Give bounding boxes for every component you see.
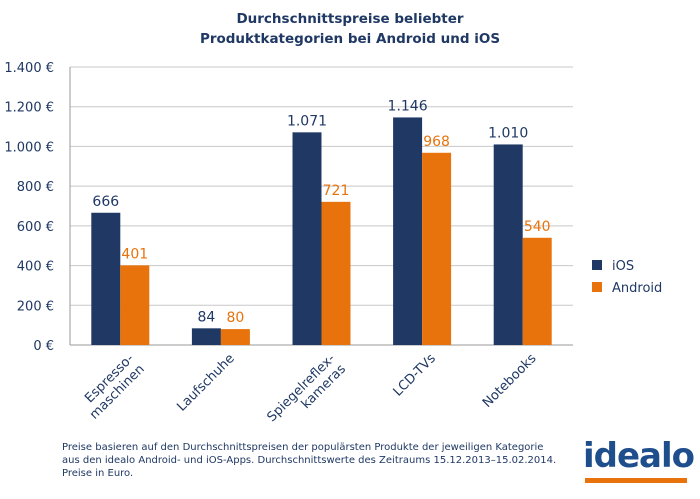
chart-title: Durchschnittspreise beliebter Produktkat…: [0, 9, 700, 49]
bar-android: [220, 329, 250, 345]
data-label: 1.071: [287, 113, 327, 129]
data-label: 84: [197, 309, 215, 325]
data-label: 80: [226, 310, 244, 326]
y-tick-label: 800 €: [17, 180, 54, 195]
idealo-logo: idealo: [583, 436, 695, 476]
logo-underline: [585, 478, 687, 483]
x-tick-label: Espresso-maschinen: [76, 351, 148, 423]
x-tick-label: Laufschuhe: [174, 351, 237, 414]
legend-swatch-ios: [592, 260, 602, 270]
y-tick-label: 1.200 €: [4, 101, 54, 116]
y-tick-label: 0 €: [33, 339, 54, 354]
footnote-line-3: Preise in Euro.: [62, 468, 134, 479]
data-label: 1.146: [388, 98, 428, 114]
y-tick-label: 1.400 €: [4, 61, 54, 76]
bar-ios: [292, 132, 322, 345]
bar-android: [422, 152, 452, 345]
footnote-line-1: Preise basieren auf den Durchschnittspre…: [62, 442, 544, 453]
y-tick-label: 1.000 €: [4, 140, 54, 155]
data-label: 666: [92, 194, 119, 210]
bar-chart: 0 € 200 € 400 € 600 € 800 € 1.000 € 1.200 € 1.4…: [4, 61, 662, 430]
legend-label-android: Android: [612, 281, 662, 296]
bar-ios: [493, 144, 523, 345]
footnote-line-2: aus den idealo Android- und iOS-Apps. Du…: [62, 455, 557, 466]
legend-swatch-android: [592, 282, 602, 292]
data-label: 401: [121, 246, 148, 262]
chart-title-line-2: Produktkategorien bei Android und iOS: [199, 31, 501, 47]
data-label: 721: [323, 183, 350, 199]
bar-android: [321, 201, 351, 345]
footnote: Preise basieren auf den Durchschnittspre…: [62, 441, 582, 480]
bar-android: [120, 265, 150, 345]
data-label: 540: [524, 219, 551, 235]
y-tick-label: 600 €: [17, 220, 54, 235]
x-tick-label: Spiegelreflex-kameras: [265, 351, 350, 430]
legend-label-ios: iOS: [612, 259, 634, 274]
y-tick-label: 400 €: [17, 260, 54, 275]
y-tick-label: 200 €: [17, 299, 54, 314]
x-tick-label: LCD-TVs: [391, 351, 440, 400]
chart-title-line-1: Durchschnittspreise beliebter: [236, 11, 464, 27]
bar-ios: [191, 328, 221, 345]
bar-android: [522, 237, 552, 345]
data-label: 968: [423, 134, 450, 150]
bar-ios: [91, 212, 121, 345]
bar-ios: [393, 117, 423, 346]
data-label: 1.010: [488, 125, 528, 141]
x-tick-label: Notebooks: [480, 351, 540, 411]
